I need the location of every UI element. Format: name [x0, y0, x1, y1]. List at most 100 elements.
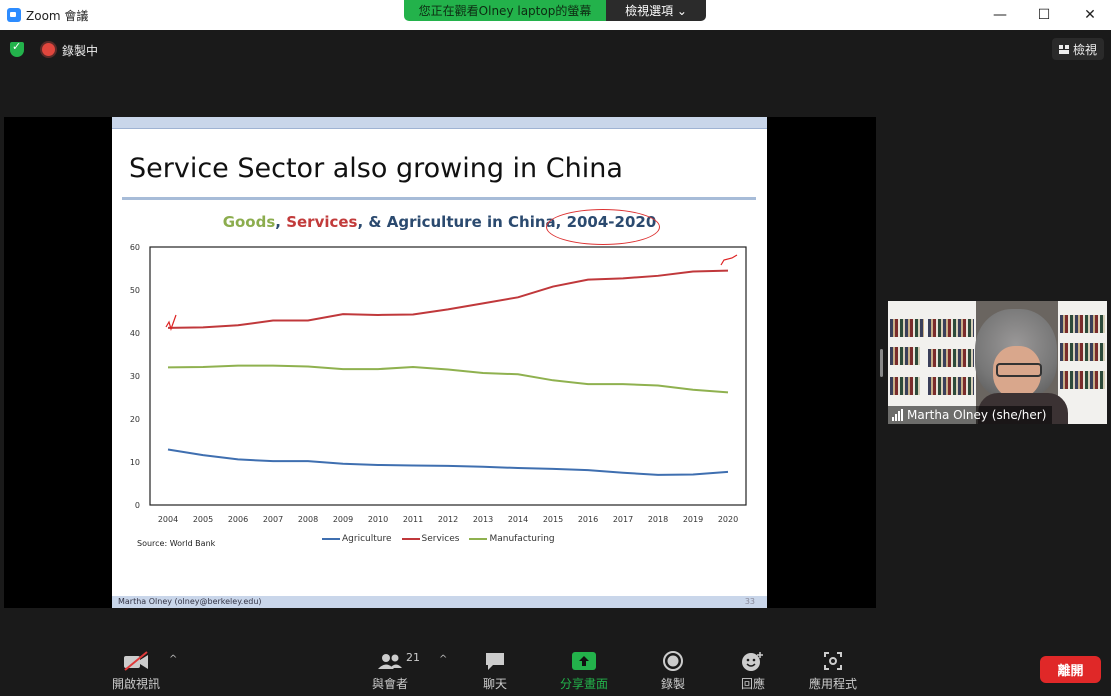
chat-label: 聊天 — [482, 677, 507, 691]
x-tick-label: 2010 — [368, 515, 388, 524]
slide-divider — [122, 197, 756, 200]
x-tick-label: 2018 — [648, 515, 668, 524]
chart-title-services: Services — [286, 213, 358, 231]
leave-button[interactable]: 離開 — [1040, 656, 1101, 683]
legend-swatch — [469, 537, 488, 540]
chat-button[interactable]: 聊天 — [477, 650, 513, 691]
reactions-button[interactable]: 回應 — [736, 650, 770, 691]
x-tick-label: 2004 — [158, 515, 178, 524]
series-line-services — [167, 269, 729, 329]
reactions-icon — [742, 652, 763, 671]
x-tick-label: 2016 — [578, 515, 598, 524]
participants-label: 與會者 — [371, 677, 408, 691]
x-tick-label: 2019 — [683, 515, 703, 524]
chat-icon — [486, 653, 504, 670]
x-tick-label: 2012 — [438, 515, 458, 524]
annotation-check-mark — [165, 314, 177, 331]
x-tick-label: 2011 — [403, 515, 423, 524]
legend-item-manufacturing: Manufacturing — [469, 534, 555, 544]
legend-swatch — [401, 537, 420, 540]
x-tick-label: 2009 — [333, 515, 353, 524]
apps-icon — [824, 652, 842, 670]
books — [1060, 371, 1105, 389]
slide-title: Service Sector also growing in China — [129, 153, 623, 184]
annotation-circle — [546, 209, 660, 245]
books — [928, 349, 974, 367]
x-tick-label: 2020 — [718, 515, 738, 524]
glasses — [996, 363, 1042, 377]
line-chart: 0 10 20 30 40 50 60 2004 2005 2006 2007 2008 2009 20… — [130, 243, 747, 524]
recording-icon — [42, 43, 55, 56]
legend-label: Manufacturing — [489, 534, 555, 544]
x-tick-label: 2006 — [228, 515, 248, 524]
x-tick-label: 2008 — [298, 515, 318, 524]
close-button[interactable]: ✕ — [1084, 7, 1096, 23]
reactions-label: 回應 — [740, 677, 765, 691]
books — [890, 319, 924, 337]
presentation-slide: Service Sector also growing in China Goo… — [112, 117, 767, 608]
y-tick-label: 60 — [130, 243, 140, 252]
participants-count: 21 — [406, 651, 420, 664]
annotation-tick-mark — [720, 254, 738, 266]
series-line-agriculture — [167, 448, 729, 476]
plot-area-frame — [149, 246, 747, 506]
books — [1060, 343, 1105, 361]
title-bar: Zoom 會議 您正在觀看Olney laptop的螢幕 檢視選項 ⌄ — ☐ … — [0, 0, 1111, 30]
y-tick-label: 40 — [130, 329, 140, 338]
chart-title-rest: , & Agriculture in China, — [357, 213, 567, 231]
x-tick-label: 2007 — [263, 515, 283, 524]
participants-options-caret[interactable]: ^ — [439, 654, 448, 665]
apps-button[interactable]: 應用程式 — [806, 650, 860, 691]
legend-item-services: Services — [401, 534, 460, 544]
chart-title-sep: , — [275, 213, 287, 231]
x-tick-label: 2005 — [193, 515, 213, 524]
grid-icon — [1058, 44, 1069, 54]
maximize-button[interactable]: ☐ — [1037, 7, 1051, 23]
view-button[interactable]: 檢視 — [1052, 38, 1104, 60]
record-icon — [663, 651, 683, 671]
person-face — [993, 346, 1041, 398]
y-tick-label: 50 — [130, 286, 140, 295]
share-screen-label: 分享畫面 — [559, 677, 608, 691]
chart-legend: Agriculture Services Manufacturing — [322, 534, 555, 544]
recording-label: 錄製中 — [62, 44, 99, 58]
books — [890, 347, 920, 365]
participants-button[interactable]: 與會者 — [368, 650, 412, 691]
x-tick-label: 2015 — [543, 515, 563, 524]
x-tick-label: 2014 — [508, 515, 528, 524]
books — [890, 377, 920, 395]
series-line-manufacturing — [167, 364, 729, 394]
video-off-icon — [124, 651, 148, 671]
slide-footer-text: Martha Olney (olney@berkeley.edu) — [118, 597, 262, 606]
y-tick-label: 20 — [130, 415, 140, 424]
share-screen-button[interactable]: 分享畫面 — [557, 650, 611, 691]
chart-source: Source: World Bank — [137, 539, 216, 548]
record-button[interactable]: 錄製 — [656, 650, 690, 691]
books — [928, 319, 974, 337]
y-tick-label: 30 — [130, 372, 140, 381]
window-title: Zoom 會議 — [26, 9, 89, 23]
share-banner-message: 您正在觀看Olney laptop的螢幕 — [404, 0, 606, 21]
books — [1060, 315, 1105, 333]
legend-swatch — [322, 537, 340, 540]
share-screen-icon — [572, 652, 596, 670]
panel-resize-handle[interactable] — [880, 349, 883, 377]
slide-top-band — [112, 117, 767, 129]
participant-name: Martha Olney (she/her) — [907, 408, 1047, 422]
legend-label: Services — [421, 534, 460, 544]
security-shield-icon[interactable] — [10, 40, 24, 57]
x-tick-label: 2017 — [613, 515, 633, 524]
video-options-caret[interactable]: ^ — [169, 654, 178, 665]
view-button-label: 檢視 — [1072, 42, 1097, 57]
slide-footer: Martha Olney (olney@berkeley.edu) 33 — [112, 596, 767, 608]
apps-label: 應用程式 — [808, 677, 857, 691]
minimize-button[interactable]: — — [993, 7, 1007, 23]
participant-video[interactable]: Martha Olney (she/her) — [888, 301, 1107, 424]
legend-label: Agriculture — [342, 534, 392, 544]
start-video-button[interactable]: 開啟視訊 — [108, 650, 164, 691]
view-options-button[interactable]: 檢視選項 ⌄ — [606, 0, 706, 21]
participant-name-tag: Martha Olney (she/her) — [888, 406, 1053, 424]
slide-page-number: 33 — [744, 597, 755, 606]
share-banner: 您正在觀看Olney laptop的螢幕 檢視選項 ⌄ — [404, 0, 706, 21]
signal-strength-icon — [892, 409, 903, 421]
